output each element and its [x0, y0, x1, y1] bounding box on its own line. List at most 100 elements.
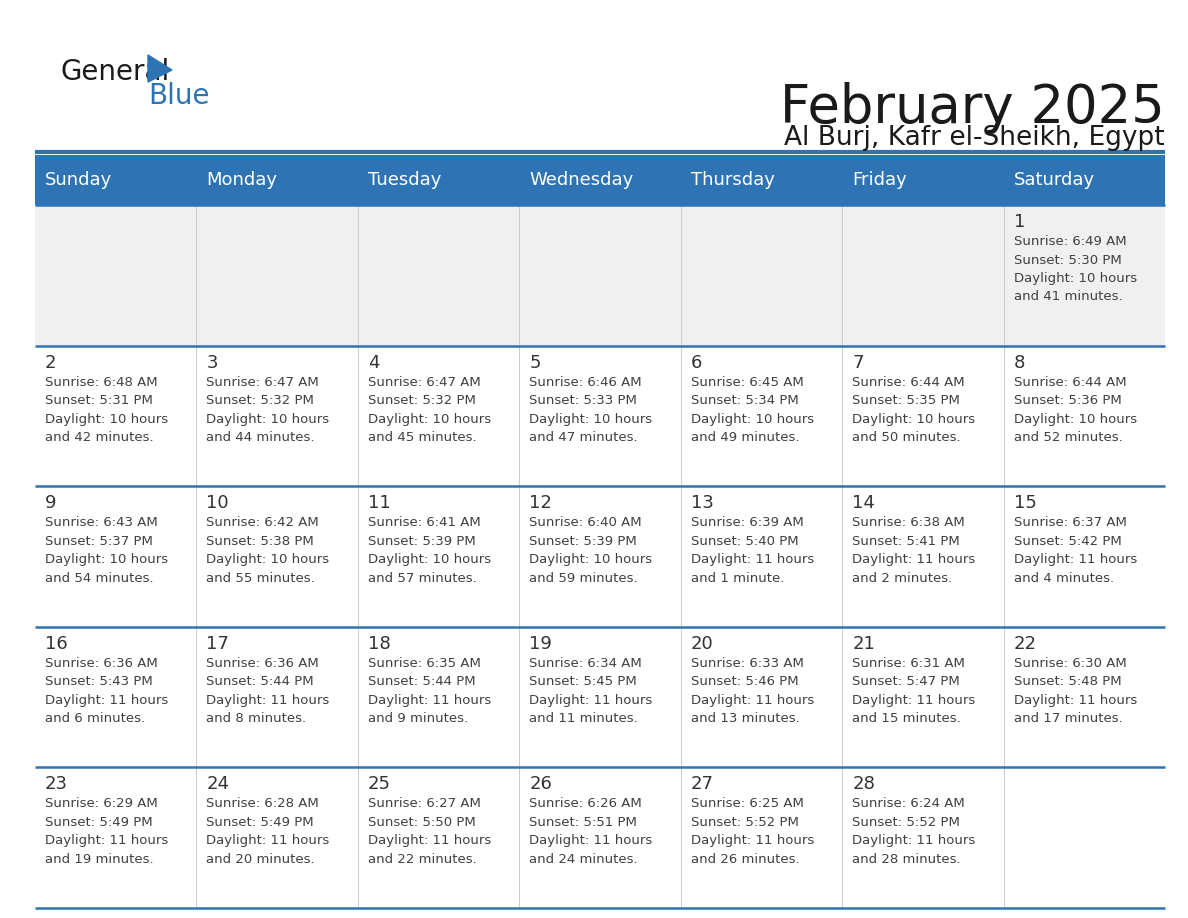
Text: 15: 15 — [1013, 494, 1036, 512]
Text: and 2 minutes.: and 2 minutes. — [852, 572, 953, 585]
Text: and 9 minutes.: and 9 minutes. — [368, 712, 468, 725]
Text: Sunset: 5:33 PM: Sunset: 5:33 PM — [530, 394, 637, 407]
Text: Sunrise: 6:28 AM: Sunrise: 6:28 AM — [207, 798, 320, 811]
Text: Sunrise: 6:24 AM: Sunrise: 6:24 AM — [852, 798, 965, 811]
Bar — [34, 155, 1165, 205]
Text: Sunrise: 6:40 AM: Sunrise: 6:40 AM — [530, 516, 642, 529]
Text: and 41 minutes.: and 41 minutes. — [1013, 290, 1123, 304]
Text: Sunset: 5:34 PM: Sunset: 5:34 PM — [690, 394, 798, 407]
Text: Daylight: 10 hours: Daylight: 10 hours — [207, 554, 329, 566]
Text: Daylight: 11 hours: Daylight: 11 hours — [852, 834, 975, 847]
Text: and 44 minutes.: and 44 minutes. — [207, 431, 315, 444]
Text: and 17 minutes.: and 17 minutes. — [1013, 712, 1123, 725]
Text: and 19 minutes.: and 19 minutes. — [45, 853, 153, 866]
Text: Sunset: 5:40 PM: Sunset: 5:40 PM — [690, 534, 798, 548]
Text: Daylight: 11 hours: Daylight: 11 hours — [690, 554, 814, 566]
Text: Sunset: 5:44 PM: Sunset: 5:44 PM — [368, 676, 475, 688]
Text: 18: 18 — [368, 635, 391, 653]
Bar — [34, 487, 1165, 627]
Text: Sunrise: 6:43 AM: Sunrise: 6:43 AM — [45, 516, 158, 529]
Text: Daylight: 11 hours: Daylight: 11 hours — [852, 554, 975, 566]
Text: 22: 22 — [1013, 635, 1037, 653]
Text: Daylight: 11 hours: Daylight: 11 hours — [852, 694, 975, 707]
Text: Sunrise: 6:37 AM: Sunrise: 6:37 AM — [1013, 516, 1126, 529]
Text: 11: 11 — [368, 494, 391, 512]
Text: Daylight: 11 hours: Daylight: 11 hours — [368, 834, 491, 847]
Text: Sunrise: 6:30 AM: Sunrise: 6:30 AM — [1013, 656, 1126, 670]
Text: Daylight: 10 hours: Daylight: 10 hours — [368, 554, 491, 566]
Text: Daylight: 10 hours: Daylight: 10 hours — [530, 412, 652, 426]
Text: 26: 26 — [530, 776, 552, 793]
Text: and 22 minutes.: and 22 minutes. — [368, 853, 476, 866]
Text: Sunrise: 6:36 AM: Sunrise: 6:36 AM — [45, 656, 158, 670]
Text: Sunset: 5:43 PM: Sunset: 5:43 PM — [45, 676, 153, 688]
Text: Daylight: 11 hours: Daylight: 11 hours — [1013, 694, 1137, 707]
Text: Sunrise: 6:31 AM: Sunrise: 6:31 AM — [852, 656, 965, 670]
Text: Daylight: 10 hours: Daylight: 10 hours — [45, 412, 169, 426]
Text: 4: 4 — [368, 353, 379, 372]
Text: and 45 minutes.: and 45 minutes. — [368, 431, 476, 444]
Text: Sunset: 5:45 PM: Sunset: 5:45 PM — [530, 676, 637, 688]
Text: Sunset: 5:44 PM: Sunset: 5:44 PM — [207, 676, 314, 688]
Text: Daylight: 10 hours: Daylight: 10 hours — [530, 554, 652, 566]
Text: and 26 minutes.: and 26 minutes. — [690, 853, 800, 866]
Text: Sunrise: 6:36 AM: Sunrise: 6:36 AM — [207, 656, 320, 670]
Text: Sunrise: 6:49 AM: Sunrise: 6:49 AM — [1013, 235, 1126, 248]
Text: Sunrise: 6:34 AM: Sunrise: 6:34 AM — [530, 656, 642, 670]
Text: 21: 21 — [852, 635, 876, 653]
Text: 24: 24 — [207, 776, 229, 793]
Text: and 13 minutes.: and 13 minutes. — [690, 712, 800, 725]
Text: Sunrise: 6:26 AM: Sunrise: 6:26 AM — [530, 798, 642, 811]
Text: Sunrise: 6:27 AM: Sunrise: 6:27 AM — [368, 798, 481, 811]
Text: 8: 8 — [1013, 353, 1025, 372]
Text: Sunset: 5:50 PM: Sunset: 5:50 PM — [368, 816, 475, 829]
Bar — [34, 345, 1165, 487]
Text: and 6 minutes.: and 6 minutes. — [45, 712, 145, 725]
Text: 6: 6 — [690, 353, 702, 372]
Text: and 47 minutes.: and 47 minutes. — [530, 431, 638, 444]
Bar — [34, 767, 1165, 908]
Text: Daylight: 11 hours: Daylight: 11 hours — [45, 834, 169, 847]
Text: and 1 minute.: and 1 minute. — [690, 572, 784, 585]
Text: 27: 27 — [690, 776, 714, 793]
Text: Sunset: 5:47 PM: Sunset: 5:47 PM — [852, 676, 960, 688]
Text: Sunset: 5:46 PM: Sunset: 5:46 PM — [690, 676, 798, 688]
Text: Daylight: 10 hours: Daylight: 10 hours — [1013, 272, 1137, 285]
Text: Sunset: 5:32 PM: Sunset: 5:32 PM — [207, 394, 315, 407]
Text: Sunday: Sunday — [45, 171, 112, 189]
Text: Sunrise: 6:39 AM: Sunrise: 6:39 AM — [690, 516, 803, 529]
Text: Sunset: 5:42 PM: Sunset: 5:42 PM — [1013, 534, 1121, 548]
Text: 12: 12 — [530, 494, 552, 512]
Bar — [34, 627, 1165, 767]
Text: 3: 3 — [207, 353, 217, 372]
Text: and 42 minutes.: and 42 minutes. — [45, 431, 153, 444]
Text: Sunset: 5:39 PM: Sunset: 5:39 PM — [368, 534, 475, 548]
Text: Friday: Friday — [852, 171, 906, 189]
Text: Thursday: Thursday — [690, 171, 775, 189]
Text: and 4 minutes.: and 4 minutes. — [1013, 572, 1113, 585]
Text: 25: 25 — [368, 776, 391, 793]
Text: Daylight: 10 hours: Daylight: 10 hours — [45, 554, 169, 566]
Text: 2: 2 — [45, 353, 57, 372]
Text: Sunrise: 6:42 AM: Sunrise: 6:42 AM — [207, 516, 320, 529]
Text: Sunrise: 6:38 AM: Sunrise: 6:38 AM — [852, 516, 965, 529]
Text: 17: 17 — [207, 635, 229, 653]
Text: February 2025: February 2025 — [781, 82, 1165, 134]
Text: Sunrise: 6:44 AM: Sunrise: 6:44 AM — [1013, 375, 1126, 388]
Text: Sunset: 5:37 PM: Sunset: 5:37 PM — [45, 534, 153, 548]
Text: Daylight: 11 hours: Daylight: 11 hours — [530, 834, 652, 847]
Text: Sunrise: 6:35 AM: Sunrise: 6:35 AM — [368, 656, 481, 670]
Text: Blue: Blue — [148, 82, 209, 110]
Text: and 52 minutes.: and 52 minutes. — [1013, 431, 1123, 444]
Text: Daylight: 11 hours: Daylight: 11 hours — [207, 694, 330, 707]
Text: Sunset: 5:51 PM: Sunset: 5:51 PM — [530, 816, 637, 829]
Text: Sunset: 5:49 PM: Sunset: 5:49 PM — [45, 816, 152, 829]
Text: Daylight: 11 hours: Daylight: 11 hours — [1013, 554, 1137, 566]
Text: Sunrise: 6:44 AM: Sunrise: 6:44 AM — [852, 375, 965, 388]
Text: and 59 minutes.: and 59 minutes. — [530, 572, 638, 585]
Text: Daylight: 10 hours: Daylight: 10 hours — [1013, 412, 1137, 426]
Text: 1: 1 — [1013, 213, 1025, 231]
Text: Sunrise: 6:41 AM: Sunrise: 6:41 AM — [368, 516, 481, 529]
Text: Daylight: 11 hours: Daylight: 11 hours — [45, 694, 169, 707]
Text: 5: 5 — [530, 353, 541, 372]
